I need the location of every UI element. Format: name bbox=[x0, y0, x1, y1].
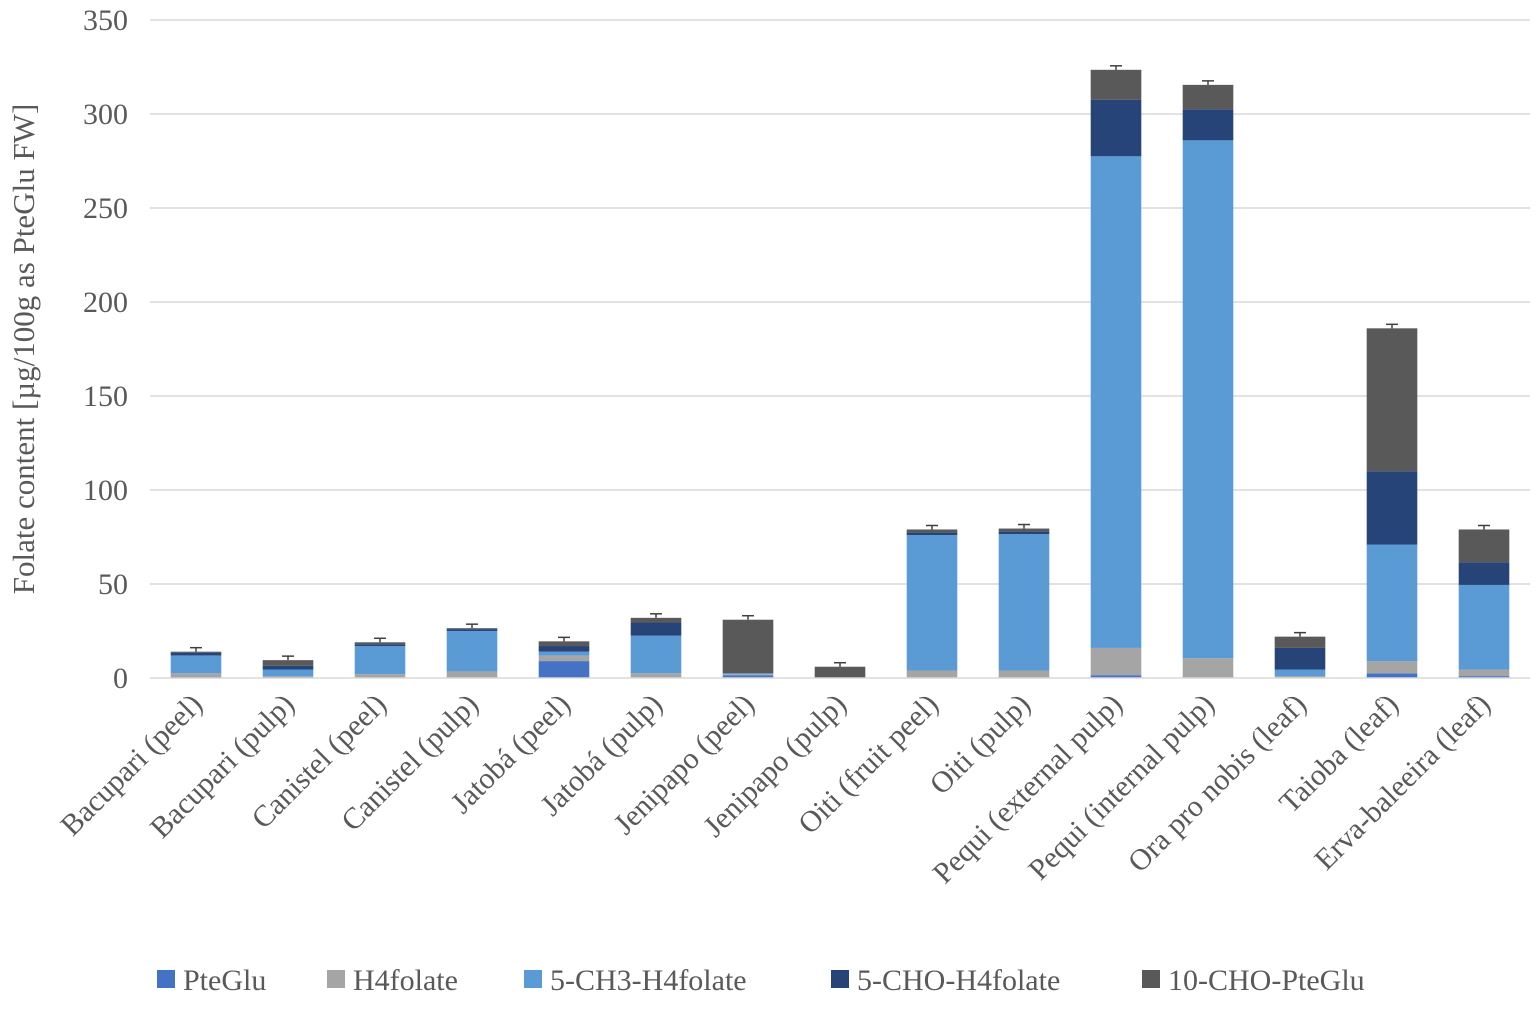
bar-segment bbox=[630, 617, 682, 623]
bar-segment bbox=[538, 641, 590, 647]
y-tick-label: 350 bbox=[83, 4, 128, 37]
bar-segment bbox=[446, 629, 498, 631]
bar-segment bbox=[1458, 669, 1510, 677]
bar-segment bbox=[630, 622, 682, 636]
legend-swatch bbox=[327, 970, 345, 988]
bar-segment bbox=[262, 665, 314, 670]
y-tick-label: 200 bbox=[83, 286, 128, 319]
bar-segment bbox=[1274, 669, 1326, 677]
bar-segment bbox=[998, 531, 1050, 535]
bar-segment bbox=[1090, 99, 1142, 157]
bar-segment bbox=[170, 655, 222, 674]
bar-segment bbox=[1274, 636, 1326, 648]
bar-segment bbox=[170, 651, 222, 653]
x-category-label: Ora pro nobis (leaf) bbox=[1122, 688, 1313, 879]
legend-label: H4folate bbox=[353, 964, 458, 997]
bar-segment bbox=[1182, 84, 1234, 110]
legend-label: 10-CHO-PteGlu bbox=[1168, 964, 1365, 997]
bar-segment bbox=[630, 673, 682, 678]
y-axis-ticks: 0 50 100 150 200 250 300 350 bbox=[83, 4, 128, 695]
y-tick-label: 0 bbox=[113, 662, 128, 695]
gridlines bbox=[150, 19, 1530, 585]
legend-label: PteGlu bbox=[183, 964, 266, 997]
bar-segment bbox=[262, 669, 314, 677]
y-tick-label: 150 bbox=[83, 380, 128, 413]
bar-segment bbox=[446, 671, 498, 678]
bar-segment bbox=[354, 642, 406, 645]
bar-segment bbox=[354, 646, 406, 675]
bar-segment bbox=[998, 670, 1050, 678]
bar-segment bbox=[1458, 529, 1510, 563]
bar-segment bbox=[1458, 676, 1510, 678]
y-tick-label: 100 bbox=[83, 474, 128, 507]
bar-segment bbox=[906, 529, 958, 533]
bar-segment bbox=[1090, 156, 1142, 648]
legend-swatch bbox=[524, 970, 542, 988]
bar-segment bbox=[1458, 584, 1510, 670]
bar-segment bbox=[998, 528, 1050, 532]
bar-segment bbox=[1366, 544, 1418, 662]
bar-segment bbox=[630, 635, 682, 674]
bar-segment bbox=[1090, 647, 1142, 676]
bar-segment bbox=[906, 532, 958, 536]
bar-segment bbox=[1274, 647, 1326, 670]
bar-segment bbox=[998, 534, 1050, 671]
bar-segment bbox=[1366, 673, 1418, 678]
bar-segment bbox=[262, 660, 314, 666]
error-bars bbox=[190, 65, 1490, 667]
bar-segment bbox=[538, 655, 590, 662]
bar-segment bbox=[906, 535, 958, 671]
bar-segment bbox=[538, 646, 590, 652]
bar-segment bbox=[262, 676, 314, 678]
bar-segment bbox=[446, 631, 498, 672]
bar-segment bbox=[1366, 471, 1418, 545]
bar-segment bbox=[1274, 676, 1326, 678]
bar-segment bbox=[1366, 661, 1418, 674]
bar-segment bbox=[1090, 69, 1142, 100]
bar-segment bbox=[538, 651, 590, 656]
bar-segment bbox=[722, 675, 774, 678]
legend-swatch bbox=[831, 970, 849, 988]
bar-segment bbox=[722, 673, 774, 675]
bar-segment bbox=[170, 673, 222, 678]
bars bbox=[170, 69, 1510, 678]
bar-segment bbox=[354, 644, 406, 647]
x-axis-category-labels: Bacupari (peel)Bacupari (pulp)Canistel (… bbox=[54, 688, 1497, 890]
bar-segment bbox=[722, 674, 774, 676]
bar-segment bbox=[1182, 109, 1234, 141]
bar-segment bbox=[1366, 328, 1418, 472]
legend-swatch bbox=[1142, 970, 1160, 988]
bar-segment bbox=[1182, 658, 1234, 678]
legend-label: 5-CHO-H4folate bbox=[857, 964, 1060, 997]
y-tick-label: 50 bbox=[98, 568, 128, 601]
y-axis-label: Folate content [µg/100g as PteGlu FW] bbox=[6, 104, 41, 595]
y-tick-label: 250 bbox=[83, 192, 128, 225]
legend: PteGlu H4folate 5-CH3-H4folate 5-CHO-H4fola… bbox=[157, 964, 1365, 997]
bar-segment bbox=[1182, 140, 1234, 659]
legend-swatch bbox=[157, 970, 175, 988]
bar-segment bbox=[906, 670, 958, 678]
bar-segment bbox=[722, 619, 774, 674]
y-tick-label: 300 bbox=[83, 98, 128, 131]
bar-segment bbox=[354, 674, 406, 678]
legend-label: 5-CH3-H4folate bbox=[550, 964, 747, 997]
x-category-label: Erva-baleeira (leaf) bbox=[1308, 688, 1497, 877]
bar-segment bbox=[814, 666, 866, 678]
bar-segment bbox=[1458, 562, 1510, 585]
bar-segment bbox=[1090, 675, 1142, 678]
bar-segment bbox=[170, 652, 222, 656]
bar-segment bbox=[538, 661, 590, 678]
bar-segment bbox=[446, 628, 498, 630]
